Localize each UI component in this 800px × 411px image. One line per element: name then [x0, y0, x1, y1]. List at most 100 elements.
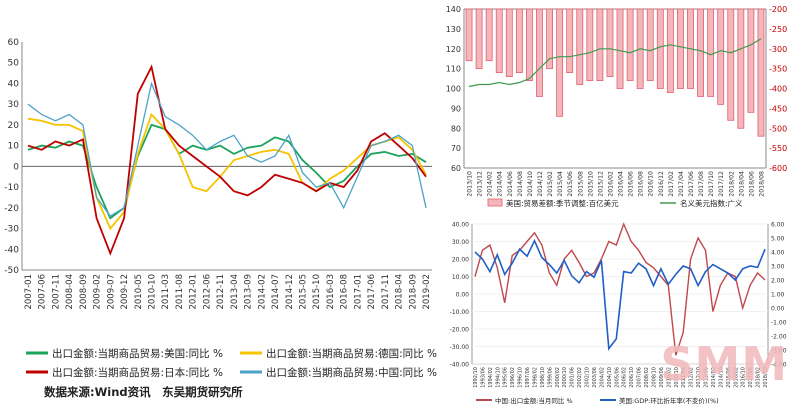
trade-balance-bar — [626, 8, 634, 81]
left-tick-label: 40.00 — [452, 222, 469, 229]
trade-balance-bar — [707, 8, 715, 97]
x-tick-label: 2015-05 — [298, 274, 308, 310]
trade-balance-bar — [526, 8, 533, 81]
x-tick-label: 2018/04 — [738, 171, 745, 197]
left-tick-label: 90 — [451, 104, 461, 113]
x-tick-label: 2011-08 — [175, 274, 185, 310]
x-tick-label: 2009/06 — [659, 367, 665, 388]
x-tick-label: 2018/08 — [758, 171, 765, 197]
x-tick-label: 2010-10 — [148, 274, 158, 310]
x-tick-label: 2014/08 — [517, 171, 524, 197]
legend-label-1: 中国:出口金额:当月同比 % — [495, 396, 573, 405]
right-tick-label: -300 — [769, 45, 787, 54]
right-tick-label: -450 — [769, 104, 787, 113]
right-tick-label: -1.00 — [771, 320, 787, 327]
x-tick-label: 2012/02 — [689, 367, 695, 388]
trade-balance-bar — [656, 8, 664, 89]
x-tick-label: 2007-06 — [38, 274, 48, 310]
x-tick-label: 1994/10 — [495, 367, 501, 388]
x-tick-label: 2018/06 — [748, 171, 755, 197]
left-tick-label: 110 — [446, 65, 461, 74]
y-tick-label: 60 — [8, 38, 20, 48]
right-tick-label: -4.00 — [771, 362, 787, 369]
right-tick-label: 2.00 — [771, 278, 785, 285]
x-tick-label: 2010/02 — [666, 367, 672, 388]
trade-balance-bar — [727, 8, 735, 121]
right-tick-label: -3.00 — [771, 348, 787, 355]
y-tick-label: -10 — [4, 183, 19, 193]
x-tick-label: 1999/06 — [547, 367, 553, 388]
chart-china-export-us-gdp: -40.00 -30.00 -20.00 -10.00 0.00 10.00 20.00 30… — [436, 214, 800, 407]
x-tick-label: 1998/10 — [540, 367, 546, 388]
right-tick-label: 6.00 — [771, 222, 785, 229]
y-tick-label: -50 — [4, 266, 19, 276]
left-tick-label: 10.00 — [452, 274, 469, 281]
x-tick-label: 2009-12 — [120, 274, 130, 310]
legend-swatch-bar — [487, 198, 503, 207]
x-tick-label: 2007/06 — [637, 367, 643, 388]
x-tick-label: 2018/02 — [756, 367, 762, 388]
x-tick-label: 2014/10 — [527, 171, 534, 197]
x-tick-label: 2016/10 — [741, 367, 747, 388]
x-tick-label: 2013-09 — [244, 274, 254, 310]
x-tick-label: 2006/02 — [622, 367, 628, 388]
left-tick-label: 130 — [446, 25, 461, 34]
trade-balance-bar — [606, 8, 614, 77]
x-tick-label: 2011/06 — [681, 367, 687, 388]
x-tick-label: 2002/10 — [585, 367, 591, 388]
x-tick-label: 1992/10 — [473, 367, 479, 388]
x-tick-label: 2015/08 — [577, 171, 584, 197]
trade-balance-bar — [737, 8, 745, 129]
chart-us-trade-balance-svg: 60 70 80 90 100 110 120 130 140 -600 -550 -500 -450 -… — [446, 5, 787, 208]
left-tick-label: 120 — [446, 45, 461, 54]
x-tick-label: 1994/02 — [488, 367, 494, 388]
x-tick-label: 2014/10 — [718, 367, 724, 388]
x-tick-label: 2004/10 — [607, 367, 613, 388]
left-tick-label: 60 — [451, 164, 461, 173]
x-tick-label: 2016/06 — [628, 171, 635, 197]
trade-balance-bar — [616, 8, 624, 89]
x-tick-label: 2017/02 — [668, 171, 675, 197]
series-line-2 — [474, 238, 766, 351]
y-tick-label: 20 — [8, 121, 20, 131]
x-tick-label: 2016-03 — [326, 274, 336, 310]
trade-balance-bar — [556, 8, 564, 117]
trade-balance-bar — [505, 8, 513, 77]
x-tick-label: 2014-12 — [285, 274, 295, 310]
x-tick-label: 2010/10 — [674, 367, 680, 388]
trade-balance-bar — [747, 8, 755, 113]
x-tick-label: 2013/12 — [477, 171, 484, 197]
y-tick-label: -30 — [4, 225, 19, 235]
x-tick-label: 2008/02 — [644, 367, 650, 388]
x-tick-label: 2012/10 — [696, 367, 702, 388]
right-tick-label: -500 — [769, 124, 787, 133]
x-tick-label: 2016/12 — [658, 171, 665, 197]
x-tick-label: 1997/06 — [525, 367, 531, 388]
trade-balance-bar — [576, 8, 584, 85]
trade-balance-bar — [546, 8, 553, 70]
right-tick-label: 5.00 — [771, 236, 785, 243]
x-tick-label: 1996/02 — [510, 367, 516, 388]
legend-label-line: 名义美元指数:广义 — [680, 198, 743, 208]
x-tick-label: 2017/04 — [678, 171, 685, 197]
right-tick-label: -400 — [769, 85, 787, 94]
trade-balance-bar — [757, 8, 765, 137]
trade-balance-bar — [515, 8, 523, 73]
x-tick-label: 2011-03 — [161, 274, 171, 310]
trade-balance-bar — [717, 8, 725, 105]
left-tick-label: -20.00 — [450, 327, 470, 334]
series-line-1 — [474, 222, 766, 356]
trade-balance-bar — [495, 8, 503, 73]
y-tick-label: -40 — [4, 245, 19, 255]
chart-china-export-us-gdp-svg: -40.00 -30.00 -20.00 -10.00 0.00 10.00 20.00 30… — [450, 222, 787, 406]
x-tick-label: 1995/06 — [503, 367, 509, 388]
x-tick-label: 2001/06 — [570, 367, 576, 388]
dollar-index-line — [468, 38, 762, 88]
x-tick-label: 2014/02 — [487, 171, 494, 197]
chart-us-trade-balance: 60 70 80 90 100 110 120 130 140 -600 -550 -500 -450 -… — [436, 0, 800, 212]
chart-export-yoy-svg: -50 -40 -30 -20 -10 0 10 20 30 40 50 60 2007-01 2007-… — [4, 38, 437, 399]
left-tick-label: -40.00 — [450, 362, 470, 369]
x-tick-label: 2016-08 — [340, 274, 350, 310]
legend-label-2: 出口金额:当期商品贸易:德国:同比 % — [266, 347, 437, 360]
x-tick-label: 2015/06 — [567, 171, 574, 197]
